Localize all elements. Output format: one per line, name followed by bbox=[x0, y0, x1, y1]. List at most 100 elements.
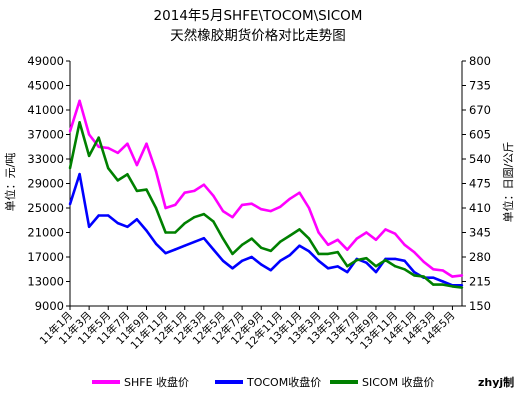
data-point bbox=[336, 238, 339, 241]
y-tick-label-right: 670 bbox=[469, 103, 491, 117]
data-point bbox=[231, 216, 234, 219]
y-tick-label-left: 13000 bbox=[27, 275, 64, 289]
series-line bbox=[68, 99, 463, 278]
data-point bbox=[336, 265, 339, 268]
data-point bbox=[107, 146, 110, 150]
legend-label: TOCOM收盘价 bbox=[246, 375, 321, 389]
data-point bbox=[250, 202, 253, 205]
data-point bbox=[202, 212, 206, 216]
data-point bbox=[145, 142, 148, 145]
data-point bbox=[346, 270, 349, 274]
y-tick-label-right: 345 bbox=[469, 226, 491, 240]
y-tick-label-right: 800 bbox=[469, 54, 491, 68]
y-axis-label-left: 单位：元/吨 bbox=[3, 153, 17, 212]
data-point bbox=[260, 208, 263, 211]
y-tick-label-right: 410 bbox=[469, 201, 491, 215]
data-point bbox=[97, 214, 100, 217]
chart-title: 2014年5月SHFE\TOCOM\SICOM bbox=[154, 8, 363, 24]
data-point bbox=[240, 243, 244, 246]
data-point bbox=[78, 99, 81, 103]
data-point bbox=[78, 172, 81, 176]
data-point bbox=[374, 270, 378, 274]
y-tick-label-left: 21000 bbox=[27, 226, 64, 240]
data-point bbox=[145, 188, 148, 191]
data-point bbox=[288, 197, 292, 200]
data-point bbox=[116, 221, 120, 225]
data-point bbox=[441, 280, 445, 283]
data-point bbox=[451, 285, 454, 288]
data-point bbox=[288, 253, 292, 257]
data-point bbox=[317, 259, 320, 262]
data-point bbox=[355, 237, 358, 240]
data-point bbox=[422, 260, 425, 264]
series-lines bbox=[68, 99, 464, 289]
data-point bbox=[432, 276, 435, 279]
data-point bbox=[250, 237, 253, 240]
data-point bbox=[174, 248, 177, 251]
data-point bbox=[365, 257, 368, 260]
data-point bbox=[317, 252, 320, 256]
data-point bbox=[326, 267, 330, 270]
data-point bbox=[183, 191, 186, 194]
data-point bbox=[460, 286, 464, 289]
y-tick-label-left: 37000 bbox=[27, 128, 64, 142]
data-point bbox=[365, 261, 368, 264]
data-point bbox=[432, 283, 435, 286]
data-point bbox=[68, 130, 72, 133]
data-point bbox=[154, 170, 158, 173]
data-point bbox=[422, 275, 425, 278]
data-point bbox=[403, 268, 406, 271]
data-point bbox=[221, 237, 225, 240]
y-axis-label-right: 单位：日圆/公斤 bbox=[501, 142, 515, 223]
credit-text: zhyj制 bbox=[478, 375, 514, 389]
data-point bbox=[317, 231, 320, 234]
data-point bbox=[193, 216, 196, 219]
data-point bbox=[413, 274, 416, 277]
y-tick-label-right: 475 bbox=[469, 177, 491, 191]
legend: SHFE 收盘价 TOCOM收盘价 SICOM 收盘价 bbox=[92, 375, 435, 389]
legend-label: SICOM 收盘价 bbox=[362, 375, 435, 389]
data-point bbox=[240, 259, 244, 262]
y-tick-label-right: 150 bbox=[469, 299, 491, 313]
data-point bbox=[365, 231, 368, 234]
y-tick-label-left: 17000 bbox=[27, 250, 64, 264]
data-point bbox=[346, 248, 349, 251]
data-point bbox=[68, 203, 72, 206]
y-tick-label-left: 29000 bbox=[27, 177, 64, 191]
data-point bbox=[393, 232, 397, 235]
data-point bbox=[374, 265, 378, 268]
data-point bbox=[193, 189, 196, 193]
data-point bbox=[336, 250, 339, 254]
data-point bbox=[374, 238, 378, 241]
data-point bbox=[413, 250, 416, 254]
axes: 9000 13000 17000 21000 25000 29000 33000 37000 4… bbox=[27, 54, 491, 352]
data-point bbox=[126, 173, 129, 176]
data-point bbox=[326, 243, 330, 246]
data-point bbox=[460, 274, 464, 277]
data-point bbox=[279, 259, 282, 262]
data-point bbox=[441, 283, 445, 286]
data-point bbox=[279, 205, 282, 208]
data-point bbox=[212, 248, 215, 251]
data-point bbox=[174, 203, 177, 207]
data-point bbox=[307, 250, 311, 253]
data-point bbox=[202, 237, 206, 240]
y-tick-label-right: 605 bbox=[469, 128, 491, 142]
data-point bbox=[355, 258, 358, 262]
y-tick-label-right: 215 bbox=[469, 275, 491, 289]
data-point bbox=[212, 194, 215, 197]
data-point bbox=[126, 142, 129, 145]
data-point bbox=[269, 269, 272, 272]
data-point bbox=[307, 237, 311, 240]
data-point bbox=[135, 189, 139, 193]
data-point bbox=[97, 136, 100, 139]
y-tick-label-left: 9000 bbox=[35, 299, 64, 313]
data-point bbox=[68, 167, 72, 170]
data-point bbox=[78, 121, 81, 124]
data-point bbox=[269, 249, 272, 253]
data-point bbox=[413, 270, 416, 274]
data-point bbox=[240, 203, 244, 207]
data-point bbox=[164, 206, 167, 210]
y-tick-label-left: 25000 bbox=[27, 201, 64, 215]
